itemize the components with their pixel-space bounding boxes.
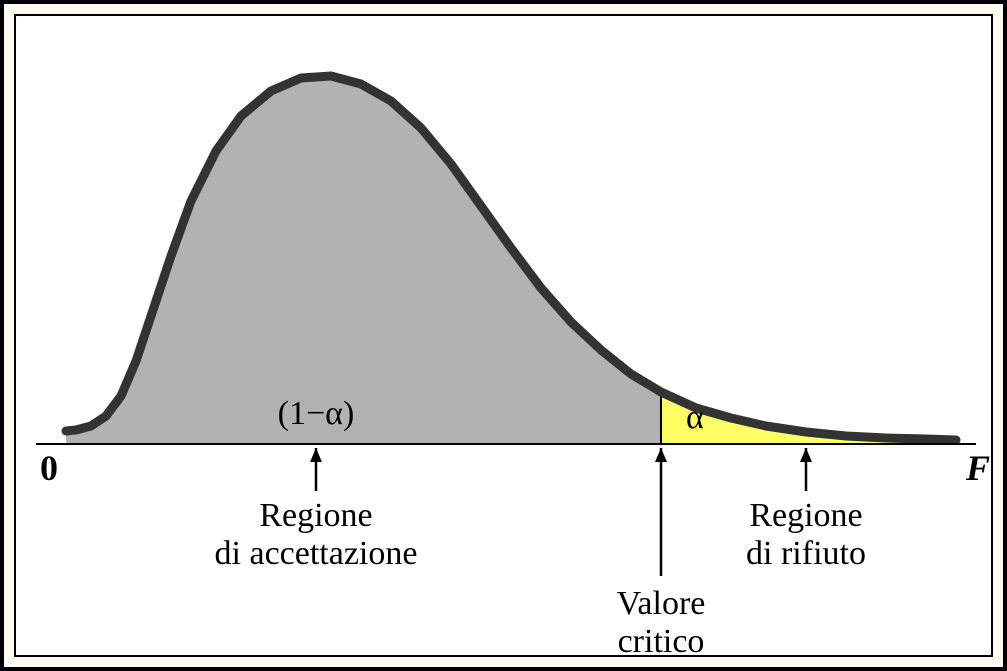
inner-frame: 0F(1−α)αRegionedi accettazioneRegionedi … xyxy=(14,14,993,657)
x-axis-label: F xyxy=(965,448,990,488)
rejection-arrow-head xyxy=(800,448,812,462)
acceptance-region-fill xyxy=(66,76,661,444)
rejection-label-line2: di rifiuto xyxy=(746,535,866,572)
critical-label-line2: critico xyxy=(618,623,705,659)
rejection-area-label: α xyxy=(686,399,704,436)
acceptance-area-label: (1−α) xyxy=(278,395,355,432)
origin-label: 0 xyxy=(40,448,58,488)
acceptance-label-line2: di accettazione xyxy=(215,535,418,572)
critical-label-line1: Valore xyxy=(617,585,706,622)
rejection-label-line1: Regione xyxy=(749,497,862,534)
acceptance-arrow-head xyxy=(310,448,322,462)
acceptance-label-line1: Regione xyxy=(259,497,372,534)
outer-frame: 0F(1−α)αRegionedi accettazioneRegionedi … xyxy=(0,0,1007,671)
f-distribution-chart: 0F(1−α)αRegionedi accettazioneRegionedi … xyxy=(16,16,995,659)
critical-value-arrow-head xyxy=(655,448,667,462)
